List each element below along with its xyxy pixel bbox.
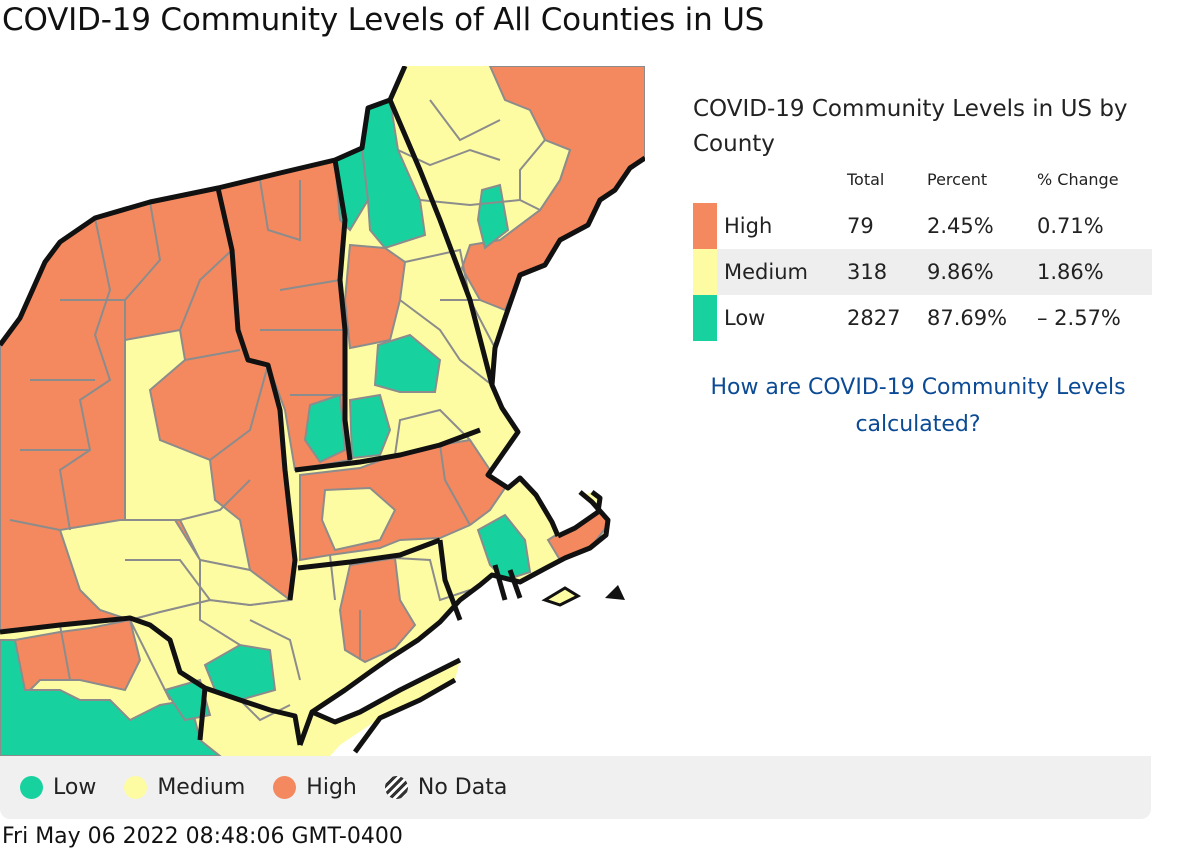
legend-item-medium[interactable]: Medium: [124, 775, 245, 800]
high-dot-icon: [273, 776, 297, 799]
timestamp: Fri May 06 2022 08:48:06 GMT-0400: [2, 824, 403, 849]
legend-item-no-data[interactable]: No Data: [384, 775, 508, 800]
island-medium: [541, 586, 582, 607]
change-header: % Change: [1037, 170, 1119, 189]
county-region-medium: [58, 519, 293, 622]
county-region-medium: [519, 138, 572, 212]
medium-swatch: [693, 249, 717, 295]
legend-label: High: [306, 775, 357, 800]
legend-item-low[interactable]: Low: [20, 775, 96, 800]
level-label: High: [724, 214, 773, 238]
legend-label: Low: [53, 775, 97, 800]
table-header-row: Total Percent % Change: [693, 166, 1152, 203]
change-value: 0.71%: [1037, 214, 1104, 238]
table-row: High 79 2.45% 0.71%: [693, 203, 1152, 249]
county-region-low: [303, 393, 347, 464]
total-value: 79: [847, 214, 874, 238]
county-region-low: [0, 639, 223, 756]
total-value: 318: [847, 249, 927, 295]
county-region-low: [373, 333, 442, 393]
percent-value: 2.45%: [927, 214, 994, 238]
medium-dot-icon: [124, 776, 148, 799]
levels-table: Total Percent % Change High 79 2.45% 0.7…: [693, 166, 1152, 341]
island-low: [605, 585, 625, 600]
hatched-dot-icon: [384, 776, 408, 799]
total-header: Total: [847, 170, 885, 189]
swatch-header: [693, 166, 724, 203]
high-swatch: [693, 203, 717, 249]
county-region-low: [163, 678, 212, 722]
table-row: Low 2827 87.69% – 2.57%: [693, 295, 1152, 341]
low-dot-icon: [20, 776, 43, 799]
legend-label: No Data: [417, 775, 508, 800]
level-label: Low: [724, 306, 766, 330]
summary-panel: COVID-19 Community Levels in US by Count…: [693, 92, 1153, 443]
county-region-high: [338, 556, 417, 664]
county-region-low: [348, 393, 392, 460]
table-row: Medium 318 9.86% 1.86%: [693, 249, 1152, 295]
county-region-medium: [320, 486, 397, 552]
page-title: COVID-19 Community Levels of All Countie…: [2, 2, 765, 38]
county-region-high: [343, 243, 407, 350]
map-legend: Low Medium High No Data: [0, 756, 1151, 819]
legend-item-high[interactable]: High: [273, 775, 357, 800]
change-value: – 2.57%: [1037, 306, 1121, 330]
low-swatch: [693, 295, 717, 341]
percent-header: Percent: [927, 170, 988, 189]
panel-title: COVID-19 Community Levels in US by Count…: [693, 96, 1128, 157]
county-map[interactable]: [0, 66, 645, 756]
percent-value: 87.69%: [927, 306, 1008, 330]
level-header: [724, 166, 847, 203]
total-value: 2827: [847, 306, 901, 330]
level-label: Medium: [724, 249, 847, 295]
legend-label: Medium: [157, 775, 246, 800]
county-region-low: [476, 513, 532, 582]
county-region-low: [476, 183, 510, 250]
change-value: 1.86%: [1037, 249, 1152, 295]
percent-value: 9.86%: [927, 249, 1037, 295]
help-link[interactable]: How are COVID-19 Community Levels calcul…: [710, 375, 1126, 437]
